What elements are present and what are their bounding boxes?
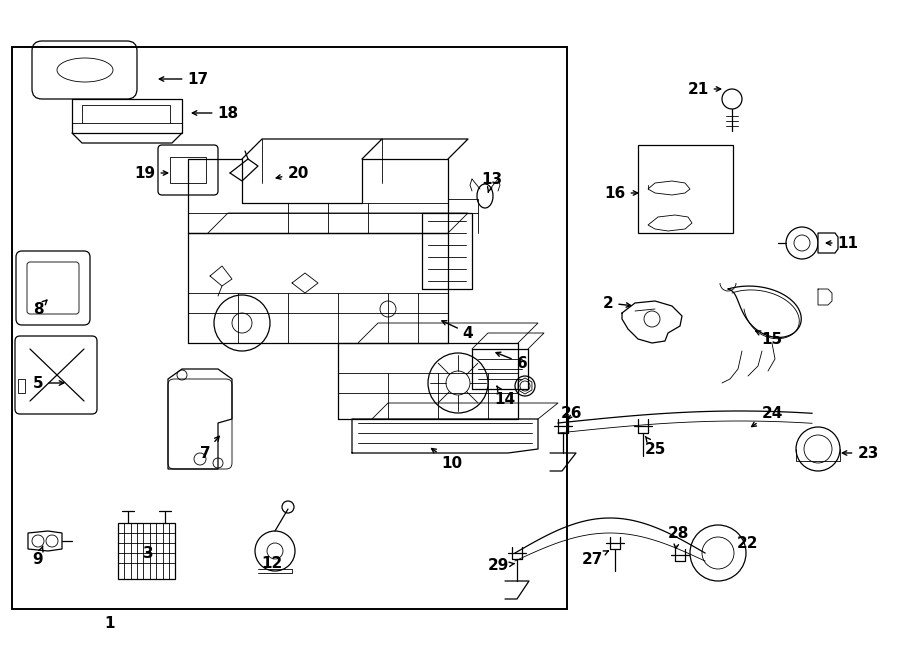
Circle shape [722, 89, 742, 109]
Circle shape [520, 381, 530, 391]
Text: 10: 10 [431, 449, 463, 471]
Text: 28: 28 [667, 525, 688, 549]
Polygon shape [648, 215, 692, 231]
Bar [18, 379, 25, 393]
Bar [638, 145, 733, 233]
Text: 8: 8 [32, 300, 47, 317]
Text: 20: 20 [276, 165, 309, 180]
Text: 13: 13 [482, 171, 502, 192]
Bar [12, 47, 567, 609]
Text: 23: 23 [842, 446, 878, 461]
Circle shape [255, 531, 295, 571]
Circle shape [267, 543, 283, 559]
Text: 15: 15 [756, 330, 783, 346]
Circle shape [804, 435, 832, 463]
Text: 3: 3 [143, 545, 153, 561]
Text: 11: 11 [826, 235, 859, 251]
Circle shape [690, 525, 746, 581]
Text: 9: 9 [32, 546, 43, 566]
Text: 22: 22 [737, 535, 759, 551]
Polygon shape [118, 523, 175, 579]
Text: 7: 7 [200, 436, 220, 461]
Polygon shape [648, 181, 690, 195]
Text: 27: 27 [581, 551, 608, 566]
Text: 6: 6 [496, 352, 527, 371]
Text: 14: 14 [494, 386, 516, 407]
Text: 5: 5 [32, 375, 64, 391]
Text: 29: 29 [487, 559, 515, 574]
Text: 4: 4 [442, 321, 473, 340]
Text: 26: 26 [562, 405, 583, 420]
Circle shape [282, 501, 294, 513]
Text: 12: 12 [261, 555, 283, 570]
Text: 18: 18 [193, 106, 238, 120]
Text: 19: 19 [134, 165, 167, 180]
Text: 25: 25 [644, 436, 666, 457]
Circle shape [702, 537, 734, 569]
Text: 1: 1 [104, 615, 115, 631]
Text: 16: 16 [605, 186, 638, 200]
Circle shape [796, 427, 840, 471]
Text: 24: 24 [752, 405, 783, 426]
Polygon shape [818, 233, 838, 253]
Bar [170, 157, 206, 183]
Text: 21: 21 [688, 81, 721, 97]
Polygon shape [28, 531, 62, 551]
Text: 2: 2 [603, 295, 631, 311]
Text: 17: 17 [159, 71, 209, 87]
Bar [82, 105, 170, 123]
